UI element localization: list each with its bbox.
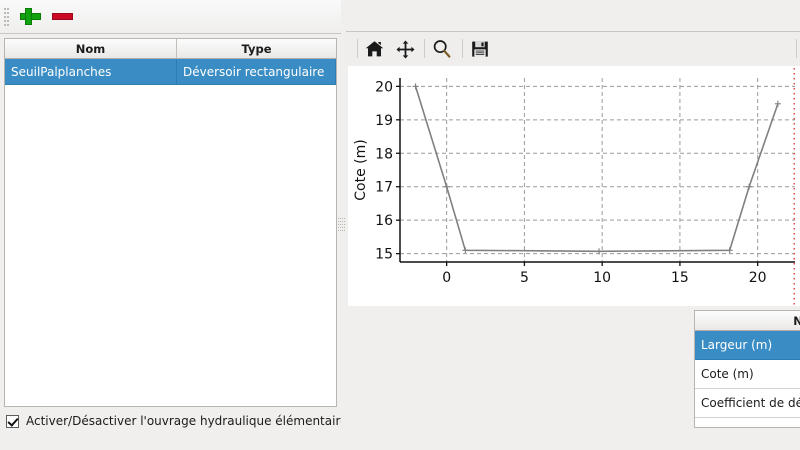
x-tick-label: 5 (520, 270, 529, 286)
checkbox-box[interactable] (6, 414, 19, 428)
magnifier-icon (433, 40, 451, 58)
floppy-disk-icon (472, 41, 488, 57)
remove-button[interactable] (50, 4, 76, 29)
structures-table-header: Nom Type (5, 39, 336, 59)
table-row[interactable]: Coefficient de débit 0.4 (695, 389, 800, 418)
pan-button[interactable] (391, 36, 419, 62)
cell-type: Déversoir rectangulaire (177, 59, 336, 85)
y-tick-label: 15 (375, 247, 393, 263)
y-axis-label: Cote (m) (353, 139, 369, 200)
table-row[interactable]: SeuilPalplanches Déversoir rectangulaire (5, 59, 336, 85)
column-header-nom[interactable]: Nom (695, 311, 800, 331)
column-header-type[interactable]: Type (177, 39, 336, 59)
plus-icon-stem (25, 8, 32, 25)
y-tick-label: 16 (375, 213, 393, 229)
table-row[interactable]: Cote (m) 16.03 (695, 360, 800, 389)
x-tick-label: 15 (671, 270, 689, 286)
cell-nom: SeuilPalplanches (5, 59, 177, 85)
right-panel: 15 16 17 18 19 20 0 5 10 15 20 Cote (m) Nom Valeur … (346, 0, 800, 450)
save-button[interactable] (466, 36, 494, 62)
left-panel: Nom Type SeuilPalplanches Déversoir rect… (0, 0, 348, 450)
splitter-grip[interactable] (342, 218, 345, 234)
plot-background (348, 66, 800, 306)
parameters-table-header: Nom Valeur (695, 311, 800, 331)
toolbar-drag-handle[interactable] (4, 8, 10, 26)
parameters-table-body: Largeur (m) 18.25 Cote (m) 16.03 Coeffic… (695, 331, 800, 418)
left-toolbar (0, 0, 341, 34)
parameters-table: Nom Valeur Largeur (m) 18.25 Cote (m) 16… (694, 310, 800, 428)
series-0 (412, 83, 781, 255)
plot-navigation-toolbar (346, 31, 800, 65)
y-tick-label: 17 (375, 180, 393, 196)
toolbar-separator (357, 39, 358, 58)
toolbar-separator (424, 39, 425, 58)
structures-table-body: SeuilPalplanches Déversoir rectangulaire (5, 59, 336, 406)
cell-param-nom: Largeur (m) (695, 331, 800, 360)
table-row[interactable]: Largeur (m) 18.25 (695, 331, 800, 360)
checkbox-label: Activer/Désactiver l'ouvrage hydraulique… (26, 414, 348, 428)
toolbar-separator (462, 39, 463, 58)
cell-param-nom: Cote (m) (695, 360, 800, 389)
y-tick-label: 19 (375, 113, 393, 129)
x-tick-label: 20 (749, 270, 767, 286)
enable-structure-checkbox[interactable]: Activer/Désactiver l'ouvrage hydraulique… (6, 411, 348, 431)
add-button[interactable] (18, 4, 44, 29)
toolbar-separator (796, 39, 797, 58)
plot-svg: 15 16 17 18 19 20 0 5 10 15 20 Cote (m) (348, 66, 800, 306)
x-tick-label: 0 (442, 270, 451, 286)
panel-splitter[interactable] (341, 0, 346, 450)
move-icon (396, 40, 414, 58)
y-tick-label: 20 (375, 79, 393, 95)
cell-param-nom: Coefficient de débit (695, 389, 800, 418)
minus-icon (52, 13, 73, 20)
structures-table: Nom Type SeuilPalplanches Déversoir rect… (4, 38, 337, 407)
y-tick-label: 18 (375, 146, 393, 162)
home-button[interactable] (360, 36, 388, 62)
left-panel-splitter-handle[interactable] (338, 218, 341, 234)
x-tick-label: 10 (593, 270, 611, 286)
column-header-nom[interactable]: Nom (5, 39, 177, 59)
home-icon (365, 41, 383, 57)
cross-section-plot[interactable]: 15 16 17 18 19 20 0 5 10 15 20 Cote (m) (348, 66, 800, 306)
zoom-button[interactable] (428, 36, 456, 62)
